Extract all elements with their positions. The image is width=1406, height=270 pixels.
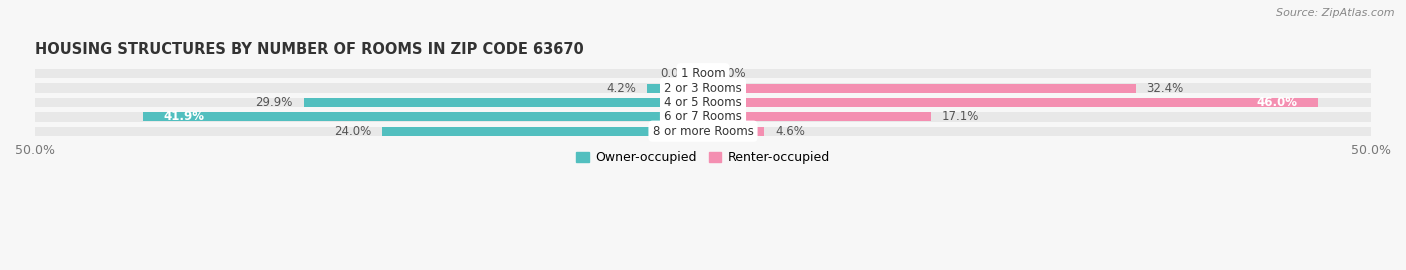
Text: 46.0%: 46.0% xyxy=(1257,96,1298,109)
Text: 41.9%: 41.9% xyxy=(163,110,204,123)
Bar xyxy=(35,112,1371,122)
Text: 0.0%: 0.0% xyxy=(717,67,747,80)
Text: 4 or 5 Rooms: 4 or 5 Rooms xyxy=(664,96,742,109)
Text: 6 or 7 Rooms: 6 or 7 Rooms xyxy=(664,110,742,123)
Text: HOUSING STRUCTURES BY NUMBER OF ROOMS IN ZIP CODE 63670: HOUSING STRUCTURES BY NUMBER OF ROOMS IN… xyxy=(35,42,583,57)
Text: 8 or more Rooms: 8 or more Rooms xyxy=(652,125,754,138)
Text: 0.0%: 0.0% xyxy=(659,67,689,80)
Bar xyxy=(35,69,1371,78)
Text: Source: ZipAtlas.com: Source: ZipAtlas.com xyxy=(1277,8,1395,18)
Bar xyxy=(703,84,1136,93)
Text: 1 Room: 1 Room xyxy=(681,67,725,80)
Bar xyxy=(143,112,703,121)
Bar xyxy=(382,127,703,136)
Text: 4.2%: 4.2% xyxy=(606,82,636,94)
Text: 24.0%: 24.0% xyxy=(335,125,371,138)
Text: 32.4%: 32.4% xyxy=(1146,82,1184,94)
Text: 2 or 3 Rooms: 2 or 3 Rooms xyxy=(664,82,742,94)
Text: 17.1%: 17.1% xyxy=(942,110,980,123)
Bar xyxy=(304,98,703,107)
Bar xyxy=(647,84,703,93)
Bar xyxy=(35,98,1371,107)
Bar xyxy=(35,127,1371,136)
Bar xyxy=(35,83,1371,93)
Bar xyxy=(703,127,765,136)
Text: 4.6%: 4.6% xyxy=(775,125,806,138)
Text: 29.9%: 29.9% xyxy=(256,96,292,109)
Legend: Owner-occupied, Renter-occupied: Owner-occupied, Renter-occupied xyxy=(571,147,835,170)
Bar xyxy=(703,112,931,121)
Bar xyxy=(703,98,1317,107)
